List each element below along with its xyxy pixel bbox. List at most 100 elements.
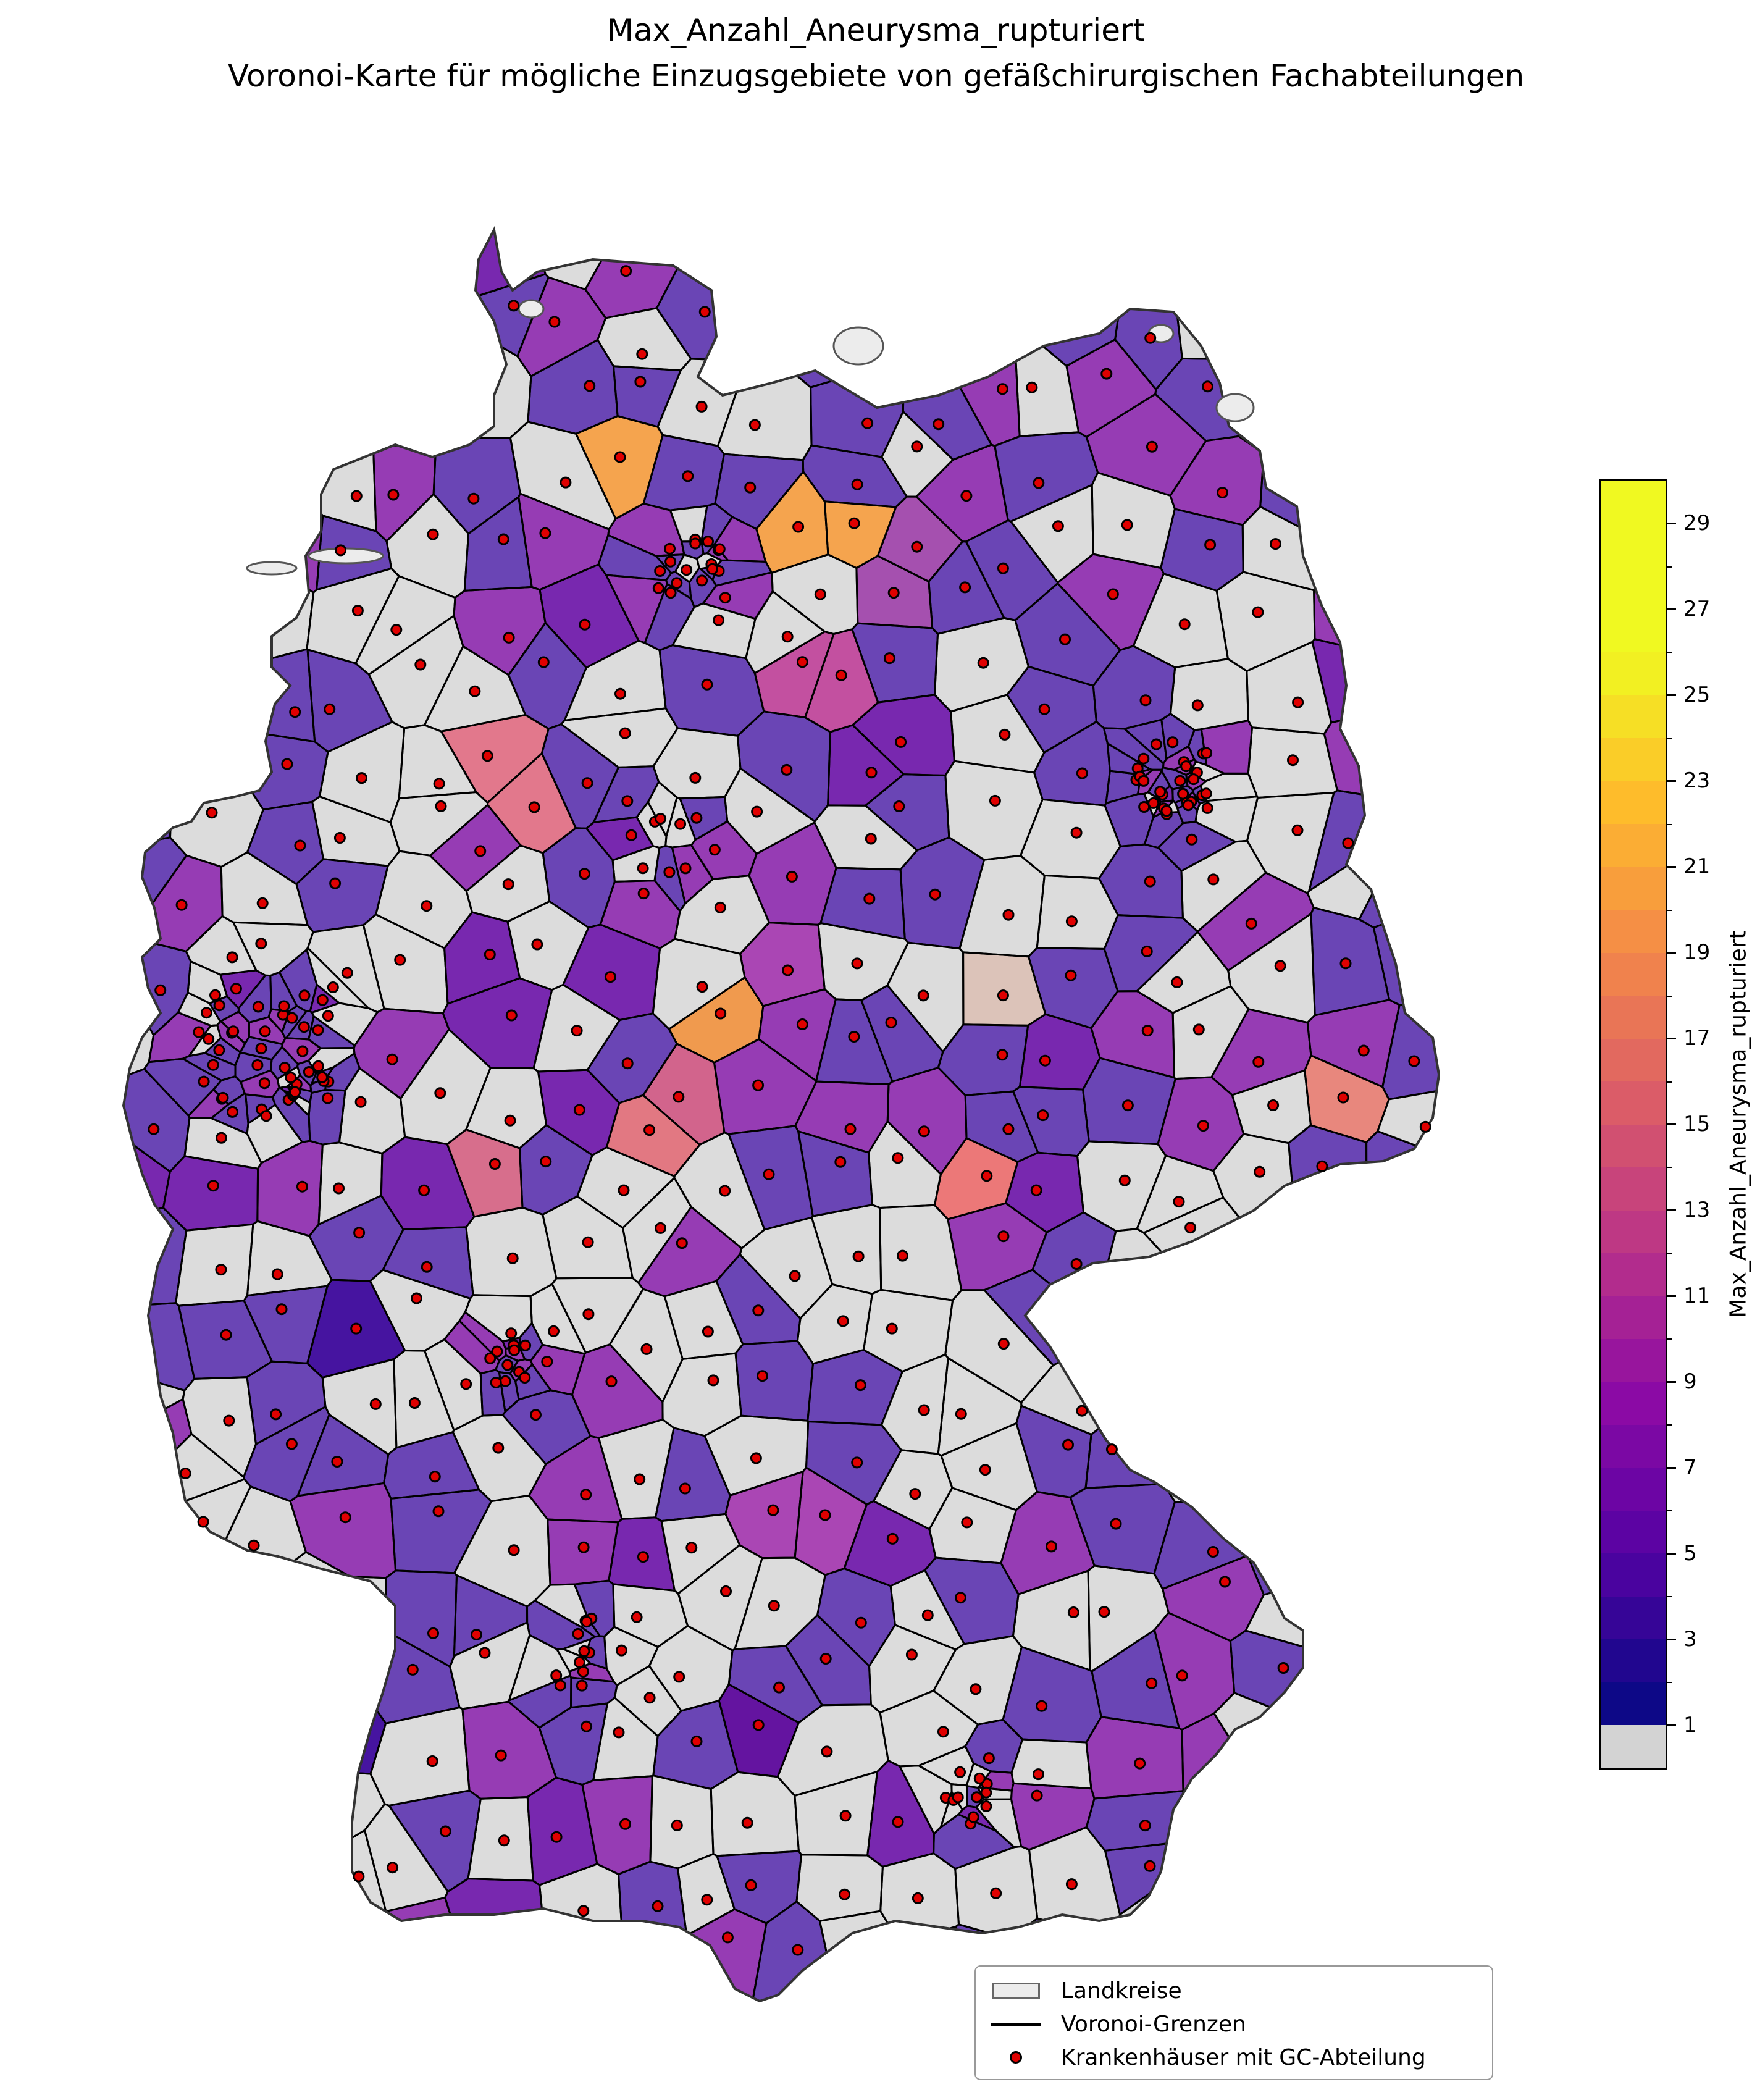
voronoi-cell [444, 912, 520, 1004]
hospital-dot [550, 1831, 563, 1843]
voronoi-border [577, 1926, 692, 2001]
hospital-dot [819, 1653, 832, 1665]
hospital-dot [643, 1124, 656, 1136]
hospital-dot [664, 555, 677, 568]
voronoi-cell [669, 977, 763, 1063]
hospital-dot [316, 1071, 329, 1083]
voronoi-cell [376, 230, 474, 302]
voronoi-border [1236, 287, 1324, 379]
voronoi-border [1160, 712, 1196, 761]
voronoi-border [823, 230, 902, 316]
hospital-dot [504, 1114, 516, 1127]
hospital-dot [351, 605, 364, 617]
hospital-dot [582, 1308, 595, 1321]
hospital-dot [679, 1482, 691, 1495]
voronoi-cell [756, 471, 828, 573]
hospital-dot [741, 1816, 753, 1829]
voronoi-cell [881, 411, 954, 497]
hospital-dot [1188, 773, 1200, 786]
voronoi-border [1312, 346, 1396, 430]
voronoi-border [1315, 1569, 1394, 1655]
voronoi-cell [124, 1303, 195, 1391]
voronoi-border [603, 1626, 660, 1687]
voronoi-cell [159, 1925, 228, 2001]
voronoi-cell [124, 1916, 185, 2001]
hospital-dot [577, 1905, 590, 1917]
voronoi-border [1309, 1644, 1378, 1705]
colorbar-segment [1601, 867, 1666, 910]
hospital-dot [636, 348, 648, 360]
hospital-dot [1287, 754, 1299, 766]
colorbar-tick-label: 5 [1683, 1540, 1697, 1566]
voronoi-cell [1067, 339, 1156, 437]
voronoi-cell [734, 1558, 826, 1650]
voronoi-cell [795, 1082, 889, 1153]
voronoi-cell [1228, 914, 1315, 1023]
voronoi-cell [1391, 454, 1439, 576]
voronoi-border [1367, 1182, 1439, 1285]
hospital-dot [537, 656, 550, 668]
voronoi-cell [718, 369, 811, 460]
voronoi-cell [585, 1636, 607, 1669]
hospital-dot [256, 897, 269, 909]
hospital-dot [296, 1180, 308, 1193]
hospital-dot [689, 771, 702, 784]
hospital-dot [696, 981, 708, 993]
voronoi-cell [161, 1576, 257, 1664]
voronoi-border [473, 1928, 587, 2001]
voronoi-cell [1246, 642, 1331, 734]
hospital-dot [854, 1379, 866, 1392]
colorbar-minor-tick [1667, 823, 1672, 825]
voronoi-border [1230, 1205, 1325, 1305]
hospital-dot [207, 1180, 219, 1192]
voronoi-cell [390, 792, 488, 856]
voronoi-cell [153, 1838, 221, 1929]
voronoi-border [124, 230, 257, 300]
voronoi-cell [1382, 1004, 1439, 1099]
hospital-dot [322, 1092, 334, 1104]
voronoi-cell [959, 855, 1045, 957]
voronoi-cell [1291, 1293, 1380, 1371]
colorbar-tick-label: 15 [1683, 1112, 1711, 1136]
voronoi-border [158, 1925, 229, 2001]
voronoi-cell [1242, 230, 1310, 301]
voronoi-cell [462, 1702, 556, 1799]
voronoi-cell [503, 1390, 590, 1464]
voronoi-cell [1154, 1613, 1234, 1730]
voronoi-border [1345, 1843, 1439, 1936]
voronoi-cell [1086, 1791, 1190, 1851]
voronoi-border [1391, 1569, 1439, 1706]
hospital-dot [255, 938, 267, 950]
hospital-dot [887, 587, 900, 599]
voronoi-border [1362, 1699, 1439, 1792]
voronoi-border [1162, 1398, 1265, 1509]
hospital-dot [303, 1066, 315, 1078]
hospital-dot [1186, 833, 1198, 846]
voronoi-border [218, 1724, 301, 1820]
hospital-dot [1339, 957, 1352, 970]
colorbar-minor-tick [1667, 652, 1672, 653]
voronoi-cell [965, 1720, 1023, 1773]
hospital-dot [821, 1745, 833, 1758]
voronoi-cell [540, 564, 639, 668]
voronoi-cell [878, 497, 963, 582]
hospital-dot [426, 1755, 438, 1767]
voronoi-cell [1077, 1141, 1166, 1232]
voronoi-border [237, 359, 317, 479]
voronoi-cell [740, 1217, 832, 1319]
hospital-dot [865, 833, 877, 845]
hospital-dot [689, 537, 702, 550]
hospital-dot [1197, 1120, 1209, 1132]
hospital-dot [673, 1091, 685, 1103]
hospital-dot [279, 1062, 291, 1074]
hospital-dot [579, 618, 591, 631]
hospital-dot [619, 727, 631, 739]
colorbar-segment [1601, 1510, 1666, 1554]
voronoi-border [1372, 644, 1439, 723]
hospital-dot [786, 870, 798, 883]
voronoi-cell [732, 279, 808, 377]
colorbar-segment [1601, 1124, 1666, 1168]
hospital-dot [634, 1473, 646, 1485]
colorbar-tick-label: 29 [1683, 511, 1711, 536]
hospital-dot [989, 794, 1001, 807]
